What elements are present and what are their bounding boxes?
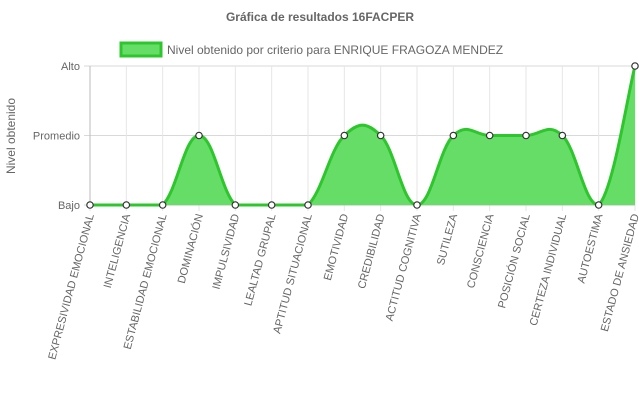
x-axis-ticks: EXPRESIVIDAD EMOCIONAL INTELIGENCIAESTABI…	[46, 212, 639, 361]
x-tick-label: SUTILEZA	[435, 212, 460, 267]
data-point[interactable]	[522, 131, 530, 140]
x-tick-label: LEALTAD GRUPAL	[242, 213, 278, 308]
data-point[interactable]	[594, 201, 603, 209]
data-point[interactable]	[340, 131, 349, 140]
data-point[interactable]	[631, 62, 639, 70]
y-tick-label: Promedio	[33, 131, 80, 143]
x-tick-label: EXPRESIVIDAD EMOCIONAL	[46, 213, 97, 361]
x-tick-label: AUTOESTIMA	[576, 212, 606, 285]
x-tick-label: ACTITUD COGNITIVA	[384, 212, 424, 322]
series-area-fill	[90, 66, 635, 205]
x-tick-label: EMOTIVIDAD	[322, 213, 351, 282]
x-tick-label: CREDIBILIDAD	[356, 213, 388, 291]
data-point[interactable]	[304, 201, 312, 209]
data-point[interactable]	[86, 201, 94, 209]
data-point[interactable]	[267, 201, 276, 209]
x-tick-label: CONSCIENCIA	[465, 212, 497, 290]
y-tick-label: Alto	[61, 61, 80, 73]
data-point[interactable]	[485, 131, 494, 140]
y-axis-ticks: Bajo Promedio Alto	[33, 61, 80, 212]
data-points	[86, 62, 639, 209]
chart-title: Gráfica de resultados 16FACPER	[226, 10, 414, 24]
data-point[interactable]	[231, 201, 240, 209]
x-tick-label: POSICIÓN SOCIAL	[495, 212, 533, 309]
x-tick-label: INTELIGENCIA	[102, 212, 134, 290]
legend-label: Nivel obtenido por criterio para ENRIQUE…	[167, 43, 503, 57]
x-tick-label: IMPULSIVIDAD	[211, 213, 243, 291]
y-axis-title: Nivel obtenido	[4, 98, 18, 174]
legend[interactable]: Nivel obtenido por criterio para ENRIQUE…	[119, 41, 503, 58]
legend-swatch	[119, 41, 163, 58]
x-tick-label: ESTABILIDAD EMOCIONAL	[122, 213, 170, 351]
data-point[interactable]	[558, 131, 567, 140]
data-point[interactable]	[413, 201, 421, 209]
x-tick-label: CERTEZA INDIVIDUAL	[528, 213, 569, 328]
data-point[interactable]	[158, 201, 167, 209]
x-tick-label: DOMINACIÓN	[175, 212, 206, 284]
data-point[interactable]	[449, 131, 458, 140]
x-tick-label: APTITUD SITUACIONAL	[271, 213, 315, 335]
y-tick-label: Bajo	[58, 200, 80, 212]
data-point[interactable]	[195, 131, 203, 140]
data-point[interactable]	[122, 201, 131, 209]
x-tick-label: ESTADO DE ANSIEDAD	[599, 213, 639, 333]
data-point[interactable]	[376, 131, 385, 140]
